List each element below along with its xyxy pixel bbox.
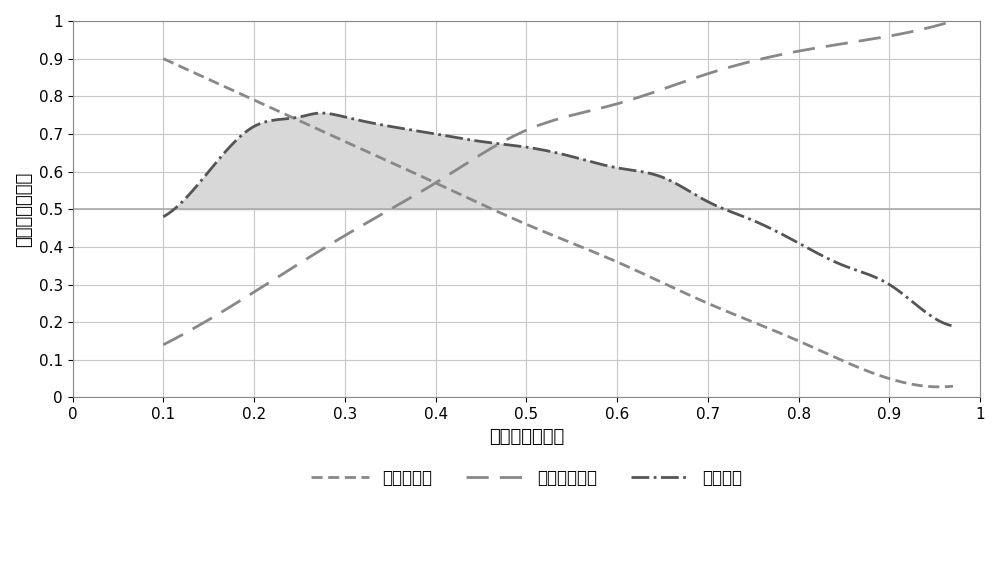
Line: 剪切破裂能力: 剪切破裂能力 (163, 21, 953, 345)
剪切破裂能力 (157, 341, 169, 348)
张破裂能力 (641, 272, 653, 279)
剪切破裂能力 (160, 340, 172, 347)
可压裂性 (316, 110, 328, 116)
可压裂性 (160, 212, 172, 219)
剪切破裂能力 (641, 91, 653, 98)
可压裂性 (825, 257, 837, 264)
张破裂能力 (160, 56, 172, 63)
剪切破裂能力 (823, 43, 835, 49)
张破裂能力 (947, 383, 959, 389)
张破裂能力 (625, 265, 637, 271)
张破裂能力 (873, 372, 885, 379)
剪切破裂能力 (625, 97, 637, 103)
剪切破裂能力 (947, 17, 959, 24)
Line: 可压裂性: 可压裂性 (163, 113, 953, 326)
张破裂能力 (157, 55, 169, 62)
可压裂性 (947, 323, 959, 329)
可压裂性 (627, 167, 639, 174)
剪切破裂能力 (627, 96, 639, 102)
X-axis label: 泥质含量，小数: 泥质含量，小数 (489, 428, 564, 446)
可压裂性 (630, 167, 642, 174)
张破裂能力 (627, 266, 639, 273)
Legend: 张破裂能力, 剪切破裂能力, 可压裂性: 张破裂能力, 剪切破裂能力, 可压裂性 (304, 463, 749, 493)
Line: 张破裂能力: 张破裂能力 (163, 58, 953, 387)
可压裂性 (876, 277, 888, 284)
Y-axis label: 破裂能力，小数: 破裂能力，小数 (15, 171, 33, 247)
可压裂性 (157, 214, 169, 220)
剪切破裂能力 (873, 34, 885, 41)
张破裂能力 (934, 383, 946, 390)
张破裂能力 (823, 351, 835, 358)
可压裂性 (643, 170, 655, 176)
